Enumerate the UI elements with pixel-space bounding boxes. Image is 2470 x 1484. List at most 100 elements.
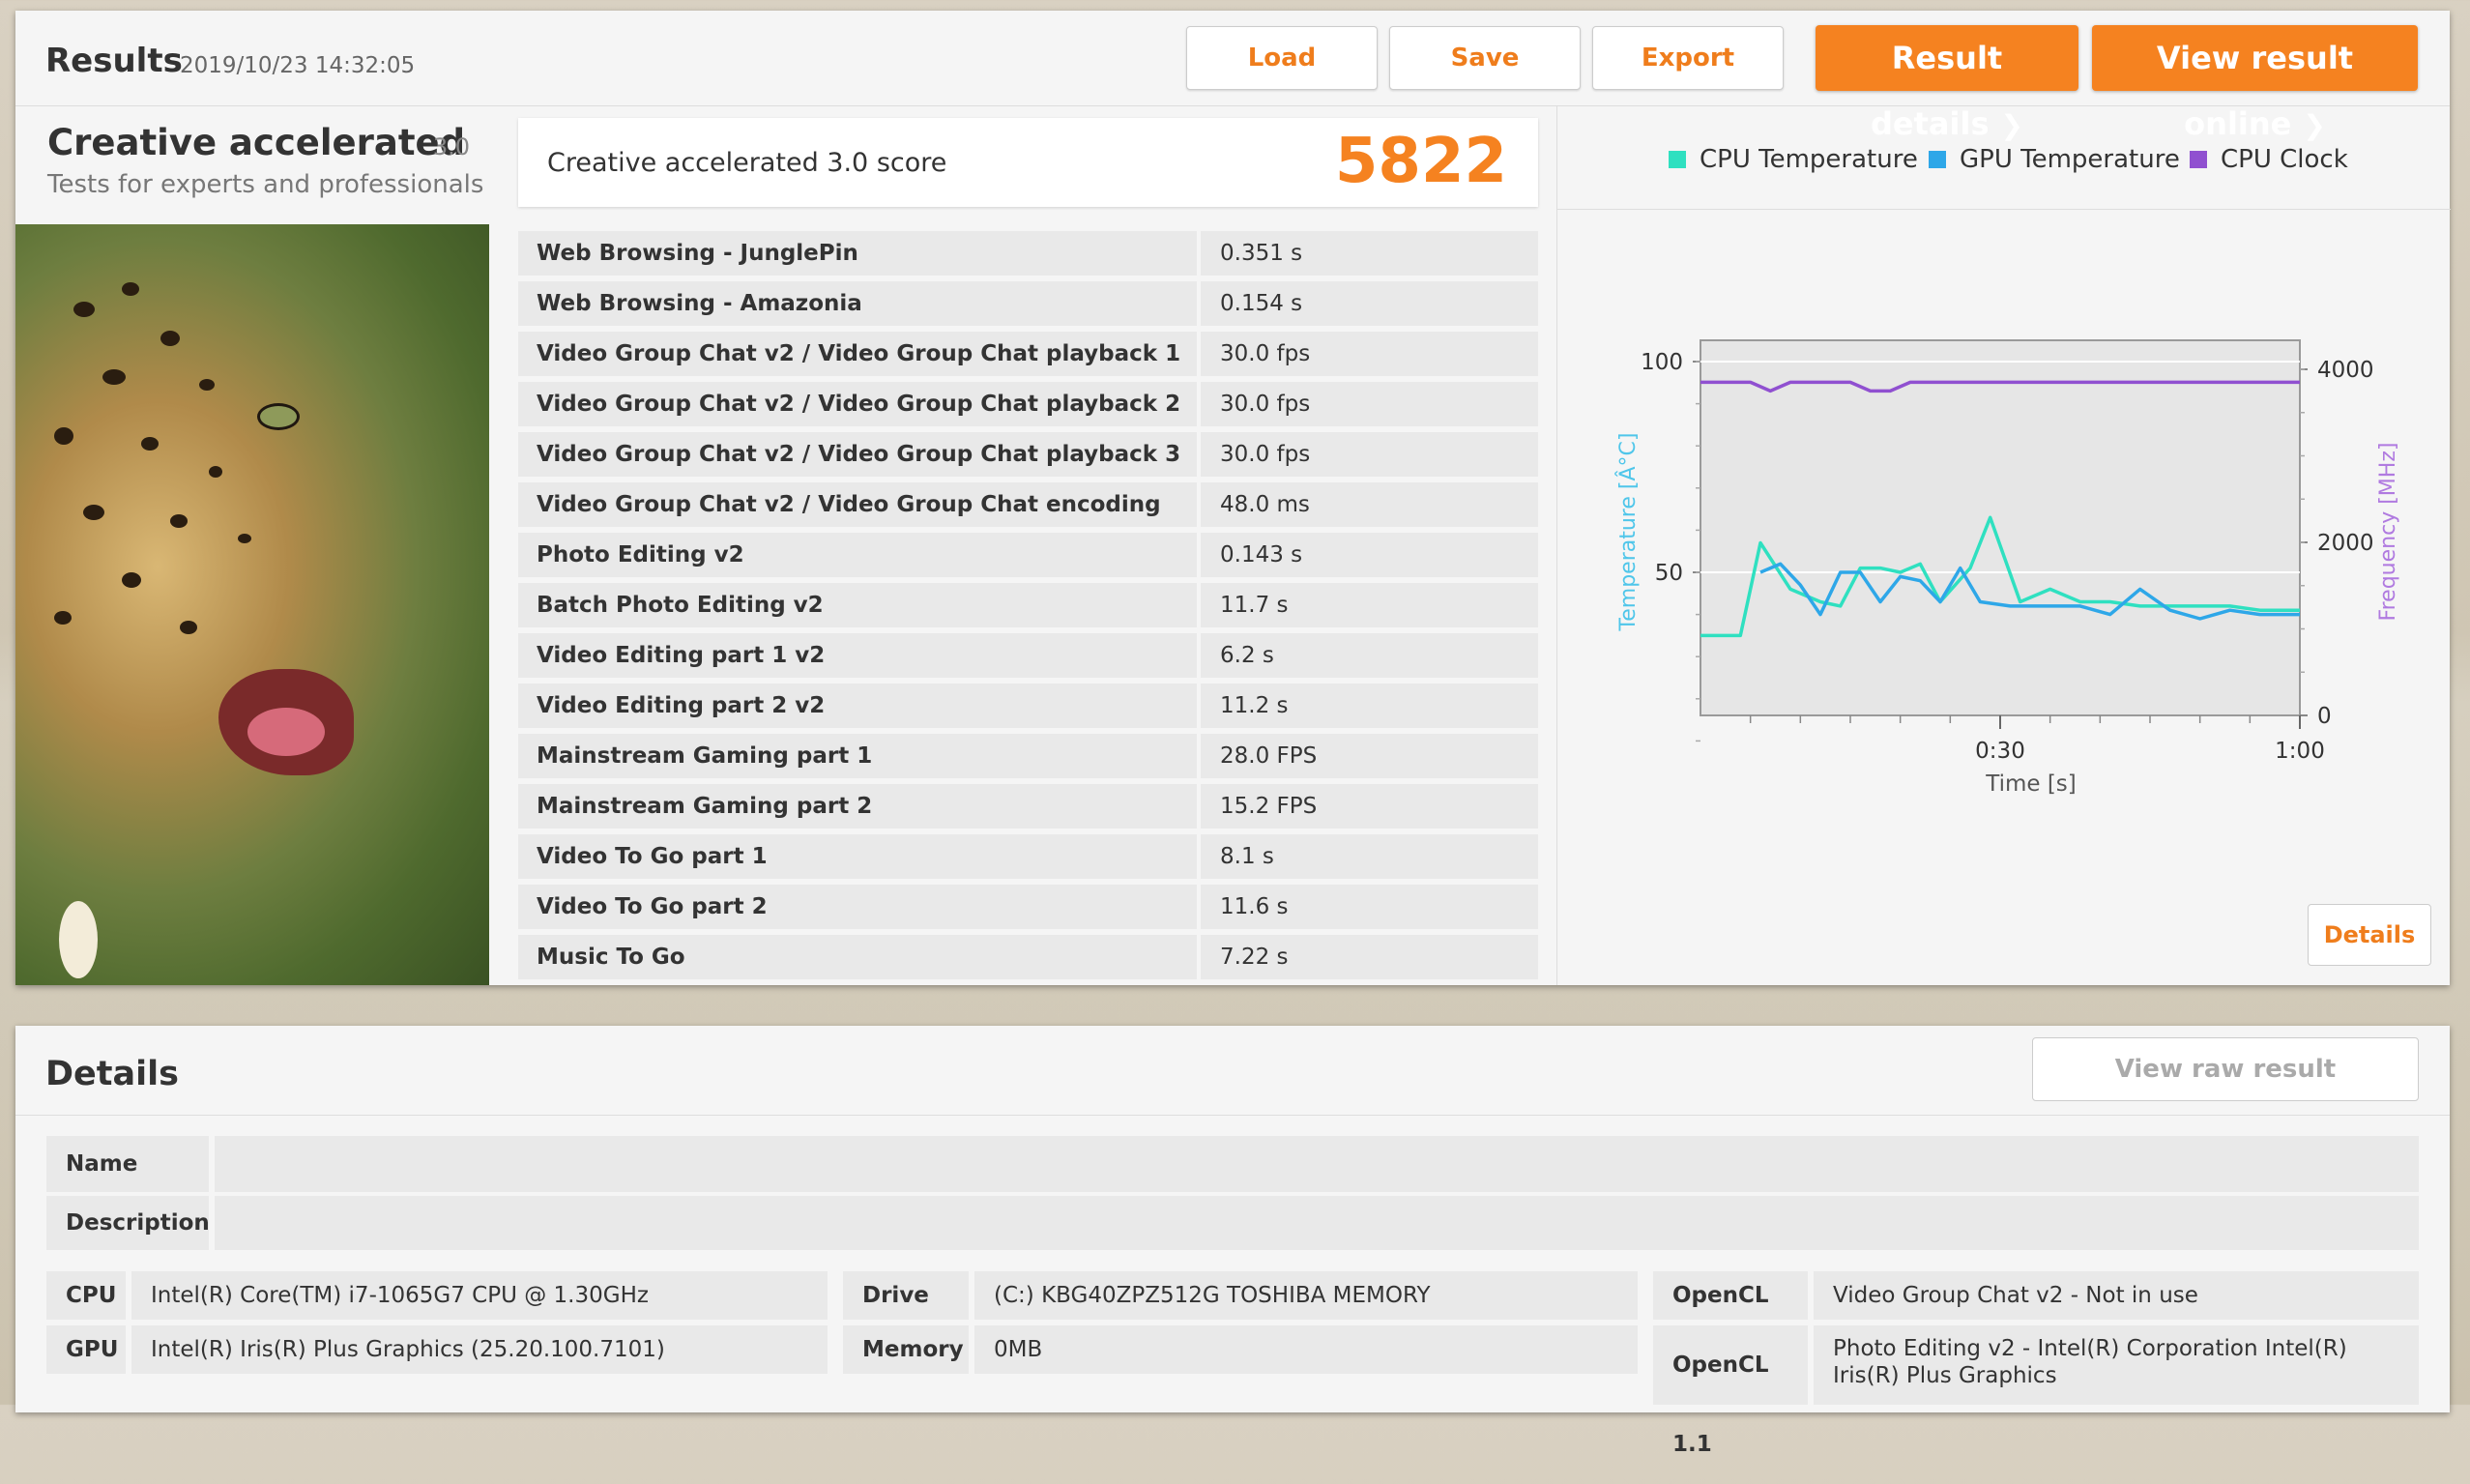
details-button[interactable]: Details [2308,904,2431,966]
series-line-gpu-temperature [1759,562,2300,621]
result-row: Mainstream Gaming part 2 15.2 FPS [518,784,1538,829]
result-name: Photo Editing v2 [518,533,1197,577]
result-value: 0.143 s [1201,533,1538,577]
description-value [215,1196,2419,1250]
y-right-tick-label: 2000 [2317,531,2374,556]
legend-gpu-temperature: GPU Temperature [1929,145,2180,174]
export-button[interactable]: Export [1592,26,1784,90]
score-value: 5822 [1334,126,1507,197]
result-name: Video To Go part 1 [518,834,1197,879]
memory-label: Memory [843,1325,969,1374]
y-right-axis-label: Frequency [MHz] [2376,443,2400,622]
legend-swatch [2190,151,2207,168]
result-value: 30.0 fps [1201,382,1538,426]
opencl-label: OpenCL 1.1 [1653,1325,1808,1457]
details-title: Details [45,1055,179,1093]
results-title: Results [45,42,183,80]
y-left-axis-label: Temperature [Â°C] [1615,433,1641,632]
result-row: Photo Editing v2 0.143 s [518,533,1538,577]
chart-legend: CPU Temperature GPU Temperature CPU Cloc… [1557,106,2451,210]
opencl-value: Video Group Chat v2 - Not in use [1814,1271,2419,1320]
x-axis-label: Time [s] [1985,771,2077,797]
result-name: Video Editing part 1 v2 [518,633,1197,678]
legend-cpu-clock: CPU Clock [2190,145,2348,174]
result-row: Web Browsing - Amazonia 0.154 s [518,281,1538,326]
test-info: Creative accelerated 3.0 Tests for exper… [15,106,489,985]
name-label: Name [46,1136,209,1192]
result-value: 15.2 FPS [1201,784,1538,829]
result-row: Video Group Chat v2 / Video Group Chat p… [518,382,1538,461]
series-line-cpu-clock [1700,380,2300,393]
result-value: 11.7 s [1201,583,1538,627]
result-value: 11.6 s [1201,885,1538,929]
result-row: Video To Go part 1 8.1 s [518,834,1538,879]
monitoring-chart: 50 100 0 2000 4000 0:30 1:00 Time [s] Temperatur… [1615,339,2400,797]
test-version: 3.0 [432,133,470,160]
monitoring-section: CPU Temperature GPU Temperature CPU Cloc… [1556,106,2451,985]
view-online-label: View result online [2156,40,2354,142]
cpu-label: CPU [46,1271,126,1320]
name-value [215,1136,2419,1192]
result-value: 28.0 FPS [1201,734,1538,778]
description-label: Description [46,1196,210,1250]
score-box: Creative accelerated 3.0 score 5822 [518,118,1538,207]
result-row: Video Editing part 2 v2 11.2 s [518,684,1538,728]
leopard-image [15,224,489,985]
result-value: 8.1 s [1201,834,1538,879]
result-name: Video Group Chat v2 / Video Group Chat p… [518,382,1197,461]
y-right-tick-label: 0 [2317,704,2332,729]
score-label: Creative accelerated 3.0 score [547,148,947,178]
legend-swatch [1929,151,1946,168]
result-name: Video Group Chat v2 / Video Group Chat e… [518,482,1197,562]
result-name: Video To Go part 2 [518,885,1197,929]
result-name: Video Editing part 2 v2 [518,684,1197,728]
load-button[interactable]: Load [1186,26,1378,90]
result-value: 30.0 fps [1201,332,1538,376]
result-name: Batch Photo Editing v2 [518,583,1197,627]
result-value: 48.0 ms [1201,482,1538,527]
result-name: Video Group Chat v2 / Video Group Chat p… [518,332,1197,411]
memory-value: 0MB [974,1325,1638,1374]
test-subtitle: Tests for experts and professionals [47,170,484,199]
results-header: Results 2019/10/23 14:32:05 Load Save Ex… [15,11,2450,142]
score-section: Creative accelerated 3.0 score 5822 Web … [518,106,1538,985]
result-name: Web Browsing - JunglePin [518,231,1197,276]
results-panel: Results 2019/10/23 14:32:05 Load Save Ex… [15,11,2451,985]
drive-label: Drive [843,1271,969,1320]
y-left-tick-label: 50 [1655,561,1683,586]
chevron-right-icon: ❯ [2303,109,2326,141]
result-row: Video Group Chat v2 / Video Group Chat p… [518,432,1538,511]
results-date: 2019/10/23 14:32:05 [180,53,416,78]
test-name: Creative accelerated [47,122,466,163]
opencl-label: OpenCL 1.1 [1653,1271,1808,1356]
save-button[interactable]: Save [1389,26,1581,90]
result-row: Music To Go 7.22 s [518,935,1538,979]
y-left-tick-label: 100 [1641,350,1683,375]
result-name: Mainstream Gaming part 2 [518,784,1197,829]
result-details-label: Result details [1871,40,2003,142]
result-value: 7.22 s [1201,935,1538,979]
legend-swatch [1669,151,1686,168]
gpu-value: Intel(R) Iris(R) Plus Graphics (25.20.10… [131,1325,828,1374]
y-right-tick-label: 4000 [2317,358,2374,383]
result-row: Batch Photo Editing v2 11.7 s [518,583,1538,627]
result-name: Web Browsing - Amazonia [518,281,1197,326]
result-row: Video Group Chat v2 / Video Group Chat e… [518,482,1538,562]
result-name: Video Group Chat v2 / Video Group Chat p… [518,432,1197,511]
result-row: Mainstream Gaming part 1 28.0 FPS [518,734,1538,778]
result-details-button[interactable]: Result details ❯ [1816,25,2078,142]
result-value: 11.2 s [1201,684,1538,728]
result-row: Video To Go part 2 11.6 s [518,885,1538,929]
details-panel: Details View raw result Name Description… [15,1026,2450,1457]
result-name: Music To Go [518,935,1197,979]
result-value: 30.0 fps [1201,432,1538,477]
x-tick-label: 0:30 [1975,739,2025,764]
view-raw-result-button[interactable]: View raw result [2032,1037,2419,1101]
x-tick-label: 1:00 [2275,739,2325,764]
result-value: 0.154 s [1201,281,1538,326]
plot-area [1700,339,2301,716]
view-result-online-button[interactable]: View result online ❯ [2092,25,2418,142]
cpu-value: Intel(R) Core(TM) i7-1065G7 CPU @ 1.30GH… [131,1271,828,1320]
result-value: 0.351 s [1201,231,1538,276]
result-row: Video Editing part 1 v2 6.2 s [518,633,1538,678]
